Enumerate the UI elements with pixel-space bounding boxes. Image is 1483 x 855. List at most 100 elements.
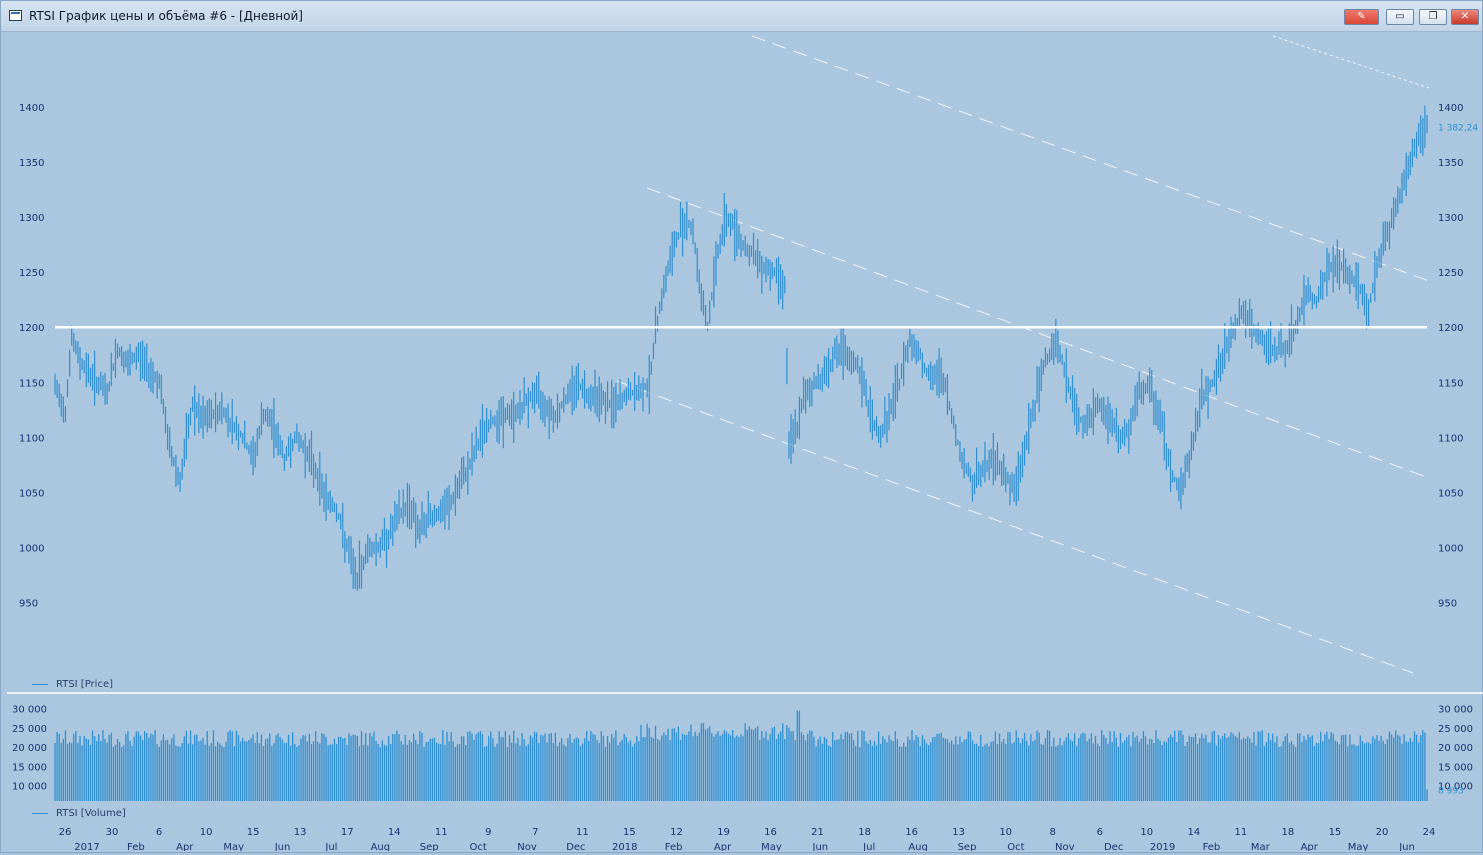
time-axis-day-label: 16 (905, 827, 918, 838)
time-axis-month-label: Oct (1007, 842, 1024, 851)
time-axis-month-label: Nov (1055, 842, 1075, 851)
time-axis-day-label: 30 (106, 827, 119, 838)
time-axis-month-label: Apr (176, 842, 194, 851)
window-icon[interactable] (9, 10, 22, 21)
time-axis-day-label: 10 (999, 827, 1012, 838)
volume-tick-label-left: 10 000 (12, 782, 47, 793)
price-tick-label-right: 950 (1438, 598, 1457, 609)
time-axis-month-label: Dec (566, 842, 585, 851)
price-tick-label-right: 1200 (1438, 323, 1463, 334)
price-tick-label-right: 1050 (1438, 488, 1463, 499)
time-axis-month-label: Jun (274, 842, 291, 851)
price-volume-chart[interactable]: 140013501300125012001150110010501000950 … (7, 31, 1483, 853)
time-axis-day-label: 6 (156, 827, 162, 838)
price-tick-label-right: 1400 (1438, 103, 1463, 114)
price-tick-label-left: 950 (19, 598, 38, 609)
minimize-button[interactable]: ▭ (1386, 9, 1414, 25)
close-button[interactable]: ✕ (1451, 9, 1479, 25)
time-axis-month-label: Apr (714, 842, 732, 851)
time-axis-month-label: 2017 (74, 842, 99, 851)
volume-tick-label-left: 25 000 (12, 724, 47, 735)
time-axis-day-label: 15 (623, 827, 636, 838)
time-axis-day-label: 11 (576, 827, 589, 838)
volume-tick-label-right: 20 000 (1438, 743, 1473, 754)
volume-legend-swatch (32, 812, 48, 814)
volume-tick-label-left: 30 000 (12, 705, 47, 716)
time-axis-month-label: May (1348, 842, 1369, 851)
price-series (54, 105, 1428, 591)
time-axis-day-label: 18 (858, 827, 871, 838)
volume-legend-label: RTSI [Volume] (56, 808, 126, 819)
window-title: RTSI График цены и объёма #6 - [Дневной] (29, 9, 303, 23)
price-tick-label-left: 1000 (19, 543, 44, 554)
time-axis-day-label: 19 (717, 827, 730, 838)
time-axis-day-label: 17 (341, 827, 354, 838)
price-tick-label-right: 1300 (1438, 213, 1463, 224)
price-legend-label: RTSI [Price] (56, 679, 114, 690)
time-axis-day-label: 11 (435, 827, 448, 838)
last-volume-label: 8 993 (1438, 786, 1464, 796)
trend-lines (616, 35, 1430, 674)
time-axis-month-label: Dec (1104, 842, 1123, 851)
time-axis-day-label: 15 (1329, 827, 1342, 838)
price-tick-label-left: 1150 (19, 378, 44, 389)
time-axis-day-label: 9 (485, 827, 491, 838)
trendline-upper (751, 35, 1430, 282)
time-axis-day-label: 14 (388, 827, 401, 838)
chart-area[interactable]: 1400 1350 1300 1250 1200 1150 1100 1050 1000 950 … (7, 31, 1483, 853)
time-axis-month-label: Jun (1398, 842, 1415, 851)
trendline-top-dotted (1272, 35, 1430, 89)
time-axis-day-label: 24 (1423, 827, 1436, 838)
time-axis-day-label: 15 (247, 827, 260, 838)
volume-tick-label-right: 15 000 (1438, 762, 1473, 773)
volume-series (54, 710, 1428, 801)
price-tick-label-right: 1350 (1438, 158, 1463, 169)
price-tick-label-left: 1350 (19, 158, 44, 169)
time-axis-month-label: Feb (665, 842, 683, 851)
volume-tick-label-left: 20 000 (12, 743, 47, 754)
time-axis-day-label: 10 (200, 827, 213, 838)
price-tick-label-right: 1250 (1438, 268, 1463, 279)
time-axis-month-label: Feb (127, 842, 145, 851)
time-axis-day-label: 18 (1282, 827, 1295, 838)
volume-tick-label-right: 10 000 (1438, 782, 1473, 793)
maximize-button[interactable]: ❐ (1419, 9, 1447, 25)
time-axis-month-label: Apr (1301, 842, 1319, 851)
price-tick-label-left: 1250 (19, 268, 44, 279)
pen-tool-button[interactable]: ✎ (1344, 9, 1379, 25)
time-axis-day-label: 6 (1097, 827, 1103, 838)
time-axis-month-label: Sep (420, 842, 439, 851)
time-axis-day-label: 7 (532, 827, 538, 838)
volume-tick-label-left: 15 000 (12, 762, 47, 773)
time-axis-day-label: 13 (952, 827, 965, 838)
trendline-mid (646, 187, 1430, 479)
volume-tick-label-right: 30 000 (1438, 705, 1473, 716)
price-tick-label-left: 1100 (19, 433, 44, 444)
time-axis-month-label: Jul (862, 842, 875, 851)
title-bar[interactable]: RTSI График цены и объёма #6 - [Дневной]… (1, 1, 1482, 32)
time-axis-day-label: 20 (1376, 827, 1389, 838)
time-axis-month-label: 2018 (612, 842, 637, 851)
time-axis-month-label: May (761, 842, 782, 851)
time-axis-day-label: 21 (811, 827, 824, 838)
price-legend: RTSI [Price] (32, 679, 113, 690)
time-axis-day-label: 11 (1234, 827, 1247, 838)
time-axis-month-label: Sep (958, 842, 977, 851)
price-axis-left: 1400 1350 1300 1250 1200 1150 1100 1050 1000 950 (19, 103, 44, 609)
time-axis-day-label: 14 (1187, 827, 1200, 838)
time-axis: 26 30 6 10 15 13 17 14 11 9 7 11 15 12 19 16 21 18 16 13 10 8… (59, 827, 1436, 853)
volume-legend: RTSI [Volume] (32, 808, 126, 819)
trendline-lower (616, 380, 1414, 674)
volume-tick-label-right: 25 000 (1438, 724, 1473, 735)
price-tick-label-left: 1400 (19, 103, 44, 114)
price-tick-label-right: 1000 (1438, 543, 1463, 554)
price-tick-label-right: 1100 (1438, 433, 1463, 444)
time-axis-day-label: 16 (764, 827, 777, 838)
price-tick-label-left: 1050 (19, 488, 44, 499)
price-tick-label-left: 1300 (19, 213, 44, 224)
time-axis-month-label: Nov (517, 842, 537, 851)
time-axis-month-label: Jun (812, 842, 829, 851)
time-axis-day-label: 12 (670, 827, 683, 838)
